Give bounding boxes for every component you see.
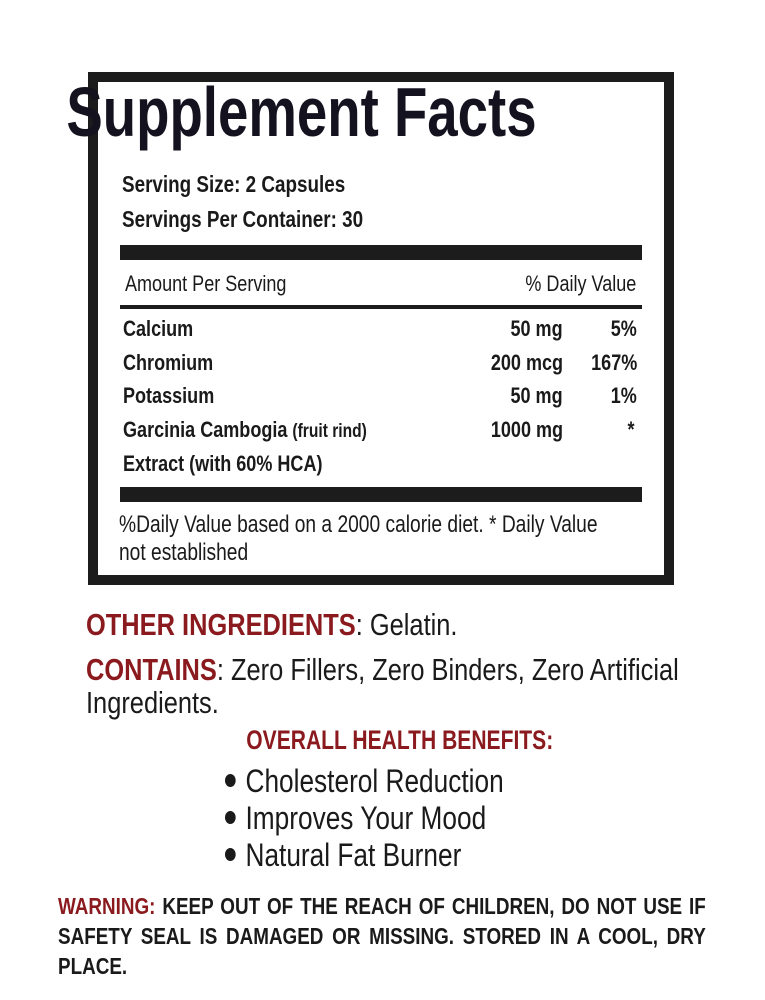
thin-divider (120, 305, 642, 309)
bullet-icon (225, 774, 236, 788)
benefits-title: OVERALL HEALTH BENEFITS: (246, 725, 554, 755)
benefit-item: Improves Your Mood (225, 800, 486, 836)
serving-size: Serving Size: 2 Capsules (122, 171, 346, 197)
warning-text: WARNING: KEEP OUT OF THE REACH OF CHILDR… (58, 893, 706, 979)
footnote: %Daily Value based on a 2000 calorie die… (119, 511, 598, 538)
benefit-item: Cholesterol Reduction (225, 763, 504, 799)
contains: CONTAINS: Zero Fillers, Zero Binders, Ze… (86, 652, 679, 687)
thick-divider (120, 245, 642, 260)
benefit-item: Natural Fat Burner (225, 837, 461, 873)
footnote-continued: not established (119, 539, 249, 566)
servings-per-container: Servings Per Container: 30 (122, 206, 364, 232)
bullet-icon (225, 848, 236, 862)
contains-continued: Ingredients. (86, 685, 219, 720)
header-amount-per-serving: Amount Per Serving (125, 271, 287, 296)
panel-title: Supplement Facts (66, 73, 537, 151)
bullet-icon (225, 811, 236, 825)
thick-divider (120, 487, 642, 502)
other-ingredients: OTHER INGREDIENTS: Gelatin. (86, 607, 458, 642)
header-daily-value: % Daily Value (525, 271, 636, 296)
